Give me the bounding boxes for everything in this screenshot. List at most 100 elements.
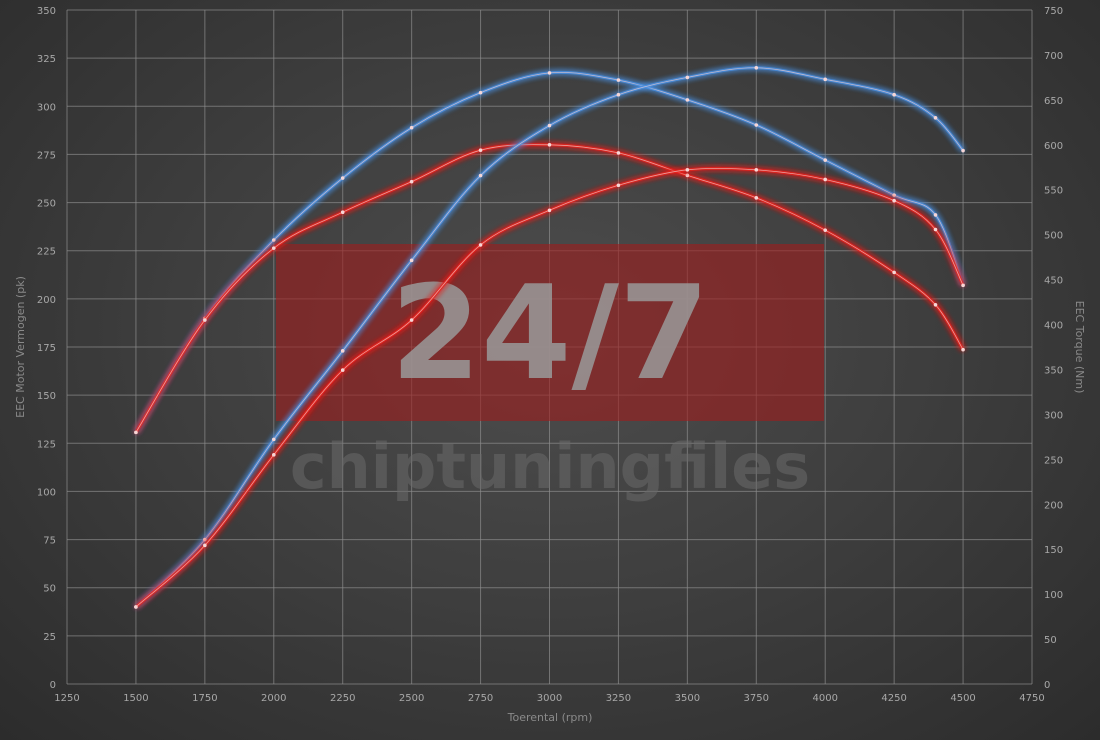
y-right-tick-label: 650 — [1044, 96, 1063, 107]
watermark: 24/7 chiptuningfiles — [276, 244, 824, 503]
y-left-tick-label: 325 — [37, 54, 56, 65]
y-right-tick-label: 50 — [1044, 635, 1057, 646]
data-point — [823, 228, 828, 232]
y-left-tick-label: 150 — [37, 391, 56, 402]
x-axis-title: Toerental (rpm) — [507, 711, 593, 724]
data-point — [823, 77, 828, 82]
x-tick-label: 2500 — [399, 693, 424, 704]
data-point — [961, 148, 965, 153]
watermark-logo-box — [276, 244, 824, 421]
series-1 — [134, 143, 965, 435]
data-point — [478, 173, 483, 178]
x-tick-label: 4000 — [812, 693, 837, 704]
data-point — [754, 196, 759, 200]
data-point — [271, 453, 276, 457]
data-point — [340, 368, 345, 372]
x-tick-label: 3000 — [537, 693, 562, 704]
data-point — [685, 168, 690, 172]
y-right-tick-label: 250 — [1044, 455, 1063, 466]
y-left-tick-label: 25 — [43, 632, 56, 643]
data-point — [409, 179, 414, 184]
x-tick-label: 1500 — [123, 693, 148, 704]
data-point — [892, 193, 896, 197]
data-point — [892, 198, 896, 203]
data-point — [134, 605, 138, 609]
data-point — [134, 430, 138, 435]
y-axis-left-title: EEC Motor Vermogen (pk) — [14, 276, 27, 418]
series-3 — [134, 166, 965, 609]
data-point — [409, 258, 414, 263]
data-point — [271, 238, 276, 242]
data-point — [754, 123, 759, 127]
tick-labels: 1250 1500 1750 2000 2250 2500 2750 3000 3250 3500… — [37, 6, 1063, 704]
y-left-tick-label: 275 — [37, 150, 56, 161]
x-tick-label: 1250 — [54, 693, 79, 704]
y-right-tick-label: 550 — [1044, 186, 1063, 197]
data-point — [616, 78, 621, 82]
data-point — [933, 227, 938, 232]
y-left-tick-label: 225 — [37, 247, 56, 258]
data-point — [961, 283, 965, 288]
data-point — [616, 151, 621, 155]
y-right-tick-label: 150 — [1044, 545, 1063, 556]
data-point — [823, 158, 828, 162]
data-point — [203, 537, 207, 542]
data-point — [478, 148, 483, 152]
series-line-highlight — [135, 72, 964, 433]
y-left-tick-label: 200 — [37, 295, 56, 306]
y-axis-right-title: EEC Torque (Nm) — [1073, 301, 1086, 394]
data-point — [203, 543, 207, 548]
x-tick-label: 3500 — [675, 693, 700, 704]
series-2 — [134, 65, 965, 609]
data-point — [685, 173, 690, 178]
y-right-tick-label: 400 — [1044, 321, 1063, 332]
y-left-tick-label: 175 — [37, 343, 56, 354]
x-tick-label: 4250 — [881, 693, 906, 704]
series-line-highlight — [135, 144, 964, 433]
y-right-tick-label: 100 — [1044, 590, 1063, 601]
data-point — [685, 75, 690, 80]
y-left-tick-label: 350 — [37, 6, 56, 17]
y-right-tick-label: 700 — [1044, 51, 1063, 62]
y-left-tick-label: 300 — [37, 102, 56, 113]
data-point — [892, 92, 896, 97]
data-point — [203, 318, 207, 322]
data-point — [409, 318, 414, 322]
data-point — [961, 347, 965, 352]
data-point — [547, 143, 552, 147]
y-left-tick-label: 50 — [43, 584, 56, 595]
data-point — [823, 177, 828, 182]
data-point — [409, 125, 414, 130]
y-left-tick-label: 125 — [37, 439, 56, 450]
x-tick-label: 4500 — [950, 693, 975, 704]
x-tick-label: 2250 — [330, 693, 355, 704]
data-point — [616, 92, 621, 97]
y-right-tick-label: 300 — [1044, 410, 1063, 421]
y-right-tick-label: 0 — [1044, 680, 1050, 691]
data-point — [933, 116, 938, 120]
x-tick-label: 4750 — [1019, 693, 1044, 704]
y-left-tick-label: 75 — [43, 536, 56, 547]
data-point — [547, 123, 552, 128]
y-right-tick-label: 200 — [1044, 500, 1063, 511]
y-right-tick-label: 450 — [1044, 276, 1063, 287]
y-right-tick-label: 500 — [1044, 231, 1063, 242]
data-point — [933, 213, 938, 217]
data-point — [271, 437, 276, 442]
y-right-tick-label: 600 — [1044, 141, 1063, 152]
data-point — [685, 98, 690, 102]
y-right-tick-label: 350 — [1044, 365, 1063, 376]
data-point — [340, 176, 345, 180]
data-point — [933, 302, 938, 307]
series-group — [134, 65, 965, 609]
watermark-text: chiptuningfiles — [290, 430, 810, 503]
y-left-tick-label: 100 — [37, 487, 56, 498]
x-tick-label: 2750 — [468, 693, 493, 704]
data-point — [616, 183, 621, 188]
y-right-tick-label: 750 — [1044, 6, 1063, 17]
data-point — [547, 71, 552, 75]
x-tick-label: 3750 — [744, 693, 769, 704]
data-point — [478, 90, 483, 95]
data-point — [892, 270, 896, 275]
